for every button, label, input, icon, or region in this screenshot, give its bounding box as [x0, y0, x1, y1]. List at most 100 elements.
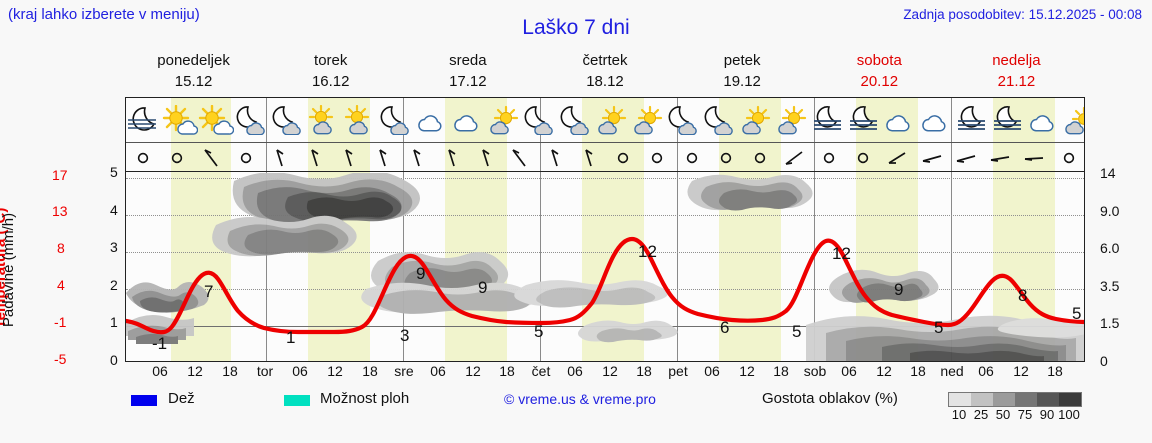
weather-icon-cloud: [918, 98, 954, 142]
wind-barb-east: [1017, 144, 1051, 171]
weather-icon-moon-windy: [126, 98, 162, 142]
day-name: torek: [314, 52, 348, 69]
day-date: 19.12: [723, 73, 761, 90]
height-tick: 9.0: [1100, 203, 1120, 219]
day-header-row: ponedeljek 15.12 torek 16.12 sreda 17.12…: [125, 50, 1085, 94]
weather-icon-moon-windy: [846, 98, 882, 142]
temp-label: 5: [934, 318, 943, 337]
temp-label: 5: [1072, 304, 1081, 323]
temp-label: 9: [416, 264, 425, 283]
wind-barb-calm: [743, 144, 777, 171]
precipitation-bars: [128, 333, 133, 362]
wind-barb-south: [366, 144, 400, 171]
x-tick: 06: [430, 363, 446, 379]
wind-barb-south: [332, 144, 366, 171]
day-name: četrtek: [582, 52, 628, 69]
wind-barb-south: [469, 144, 503, 171]
cloud-density-tick: 25: [973, 407, 989, 422]
precip-tick: 0: [110, 352, 118, 368]
wind-barb-south: [263, 144, 297, 171]
wind-barb-calm: [160, 144, 194, 171]
wind-barb-south: [297, 144, 331, 171]
temperature-curve: [126, 236, 1084, 335]
x-tick: 18: [773, 363, 789, 379]
weather-icon-moon-cloud: [558, 98, 594, 142]
temp-label: 5: [792, 322, 801, 341]
precip-tick: 5: [110, 164, 118, 180]
weather-icon-cloud: [414, 98, 450, 142]
x-tick: 18: [222, 363, 238, 379]
precip-tick: 4: [110, 202, 118, 218]
weather-icon-sun-cloud: [738, 98, 774, 142]
day-header-monday: ponedeljek 15.12: [125, 50, 262, 94]
temp-tick: 8: [57, 240, 65, 256]
weather-icon-sun-cloud: [342, 98, 378, 142]
temp-label: 7: [204, 282, 213, 301]
temp-label: 9: [478, 278, 487, 297]
cloud-density-scale: [948, 392, 1082, 407]
day-header-sunday: nedelja 21.12: [948, 50, 1085, 94]
temp-label: 8: [1018, 286, 1027, 305]
gridline: [126, 215, 1084, 216]
weather-icon-moon-windy: [810, 98, 846, 142]
chart-svg: -1 7 1 9 3 9 5 12 6 12 5 9 5 8 5: [126, 173, 1084, 362]
precip-tick: 3: [110, 239, 118, 255]
wind-barb-northeast: [777, 144, 811, 171]
height-tick: 0: [1100, 353, 1108, 369]
precip-tick: 2: [110, 277, 118, 293]
daylight-band: [582, 98, 644, 361]
x-tick: 12: [187, 363, 203, 379]
precipitation-axis-title: Padavine (mm/h): [0, 212, 17, 328]
x-tick: 12: [465, 363, 481, 379]
wind-barb-east: [983, 144, 1017, 171]
cloud-density-tick: 75: [1017, 407, 1033, 422]
wind-barb-southwest: [195, 144, 229, 171]
x-tick: 18: [362, 363, 378, 379]
wind-barb-row: [126, 144, 1084, 172]
weather-icon-moon-cloud: [666, 98, 702, 142]
legend: Dež Možnost ploh © vreme.us & vreme.pro …: [0, 387, 1152, 429]
temperature-labels: -1 7 1 9 3 9 5 12 6 12 5 9 5 8 5: [152, 242, 1081, 353]
wind-barb-south: [435, 144, 469, 171]
day-name: nedelja: [992, 52, 1041, 69]
weather-icon-sun-cloud: [486, 98, 522, 142]
cloud-density-step: [971, 393, 993, 406]
day-date: 21.12: [997, 73, 1036, 90]
height-tick: 14: [1100, 165, 1116, 181]
day-name: sreda: [449, 52, 487, 69]
weather-icon-cloud: [882, 98, 918, 142]
wind-barb-northeast: [880, 144, 914, 171]
wind-barb-east: [914, 144, 948, 171]
wind-barb-southwest: [503, 144, 537, 171]
cloud-density-tick: 90: [1039, 407, 1055, 422]
legend-label-showers: Možnost ploh: [320, 390, 410, 407]
day-header-thursday: četrtek 18.12: [536, 50, 673, 94]
day-date: 17.12: [449, 73, 487, 90]
wind-barb-calm: [606, 144, 640, 171]
day-name: ponedeljek: [157, 52, 230, 69]
day-name: sobota: [856, 52, 902, 69]
x-tick: 06: [978, 363, 994, 379]
wind-barb-calm: [709, 144, 743, 171]
x-tick: 12: [1013, 363, 1029, 379]
height-tick: 6.0: [1100, 240, 1120, 256]
cloud-density-field: [126, 173, 1084, 361]
weather-icon-sun: [162, 98, 198, 142]
weather-icon-row: [126, 98, 1084, 143]
location-menu-note: (kraj lahko izberete v meniju): [8, 6, 200, 23]
cloud-density-scale-labels: 10 25 50 75 90 100: [948, 407, 1080, 422]
day-header-tuesday: torek 16.12: [262, 50, 399, 94]
wind-barb-calm: [846, 144, 880, 171]
cloud-density-step: [993, 393, 1015, 406]
temp-label: 12: [638, 242, 657, 261]
page-title: Laško 7 dni: [522, 16, 630, 39]
height-tick: 3.5: [1100, 278, 1120, 294]
temp-label: 1: [286, 328, 295, 347]
wind-barb-south: [537, 144, 571, 171]
legend-credit[interactable]: © vreme.us & vreme.pro: [504, 391, 656, 407]
cloud-density-step: [1037, 393, 1059, 406]
wind-barb-calm: [675, 144, 709, 171]
legend-swatch-rain: [131, 395, 157, 406]
wind-barb-calm: [126, 144, 160, 171]
cloud-density-step: [1059, 393, 1081, 406]
